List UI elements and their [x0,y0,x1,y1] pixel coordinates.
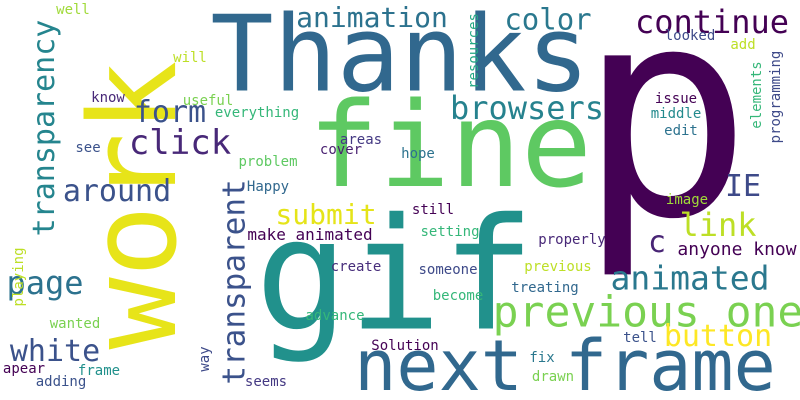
word-solution: Solution [371,338,439,354]
word-elements: elements [749,61,765,129]
word-previous-one: previous one [492,287,800,338]
word-cover: cover [319,142,363,158]
word-programming: programming [768,50,784,144]
word-become: become [432,288,484,304]
word-will: will [173,50,207,66]
word-playing: playing [11,247,27,307]
word-still: still [411,202,455,218]
word-white: white [9,334,101,369]
word-link: link [679,206,757,244]
word-everything: everything [214,105,300,121]
word-ie: IE [724,169,762,204]
word-c: c [647,225,667,260]
word-someone: someone [418,262,478,278]
word-treating: treating [511,280,579,296]
word-p: p [577,0,753,283]
word-drawn: drawn [531,369,575,385]
word-tell: tell [623,330,657,346]
word-middle: middle [650,106,702,122]
word-properly: properly [538,232,606,248]
word-next-frame: next frame [354,325,776,400]
word-add: add [730,37,756,53]
word-image: image [665,192,709,208]
word-frame: frame [77,363,121,379]
word-button: button [663,319,773,354]
word-see: see [75,140,101,156]
word-way: way [197,346,213,372]
word-browsers: browsers [449,89,605,127]
word-resources: resources [466,13,482,89]
word-color: color [504,2,592,37]
word-adding: adding [35,374,87,390]
word-happy: Happy [246,179,290,195]
word-animated: animated [610,258,770,298]
word-click: click [128,123,232,163]
word-advance: advance [305,308,365,324]
word-know: know [91,90,125,106]
word-areas: areas [339,132,383,148]
word-wanted: wanted [49,316,101,332]
word-apear: apear [2,361,46,377]
word-create: create [330,259,382,275]
word-previous: previous [524,259,592,275]
word-hope: hope [401,146,435,162]
word-problem: problem [238,154,298,170]
word-fine: fine [307,76,593,214]
word-continue: continue [634,3,790,41]
word-issue: issue [654,91,698,107]
word-well: well [56,2,90,18]
word-transparent: transparent [216,179,253,385]
word-useful: useful [182,93,234,109]
word-around: around [62,174,172,209]
word-transparency: transparency [27,19,62,237]
word-fix: fix [529,350,555,366]
word-seems: seems [244,374,288,390]
word-form: form [133,95,207,130]
word-anyone-know: anyone know [677,239,797,260]
word-make-animated: make animated [247,225,373,244]
word-setting: setting [420,224,480,240]
word-gif: gif [255,184,535,366]
word-page: page [6,264,84,302]
word-submit: submit [275,198,377,231]
word-looked: looked [664,28,716,44]
word-thanks: Thanks [210,0,590,116]
word-animation: animation [296,1,448,34]
word-edit: edit [664,123,698,139]
